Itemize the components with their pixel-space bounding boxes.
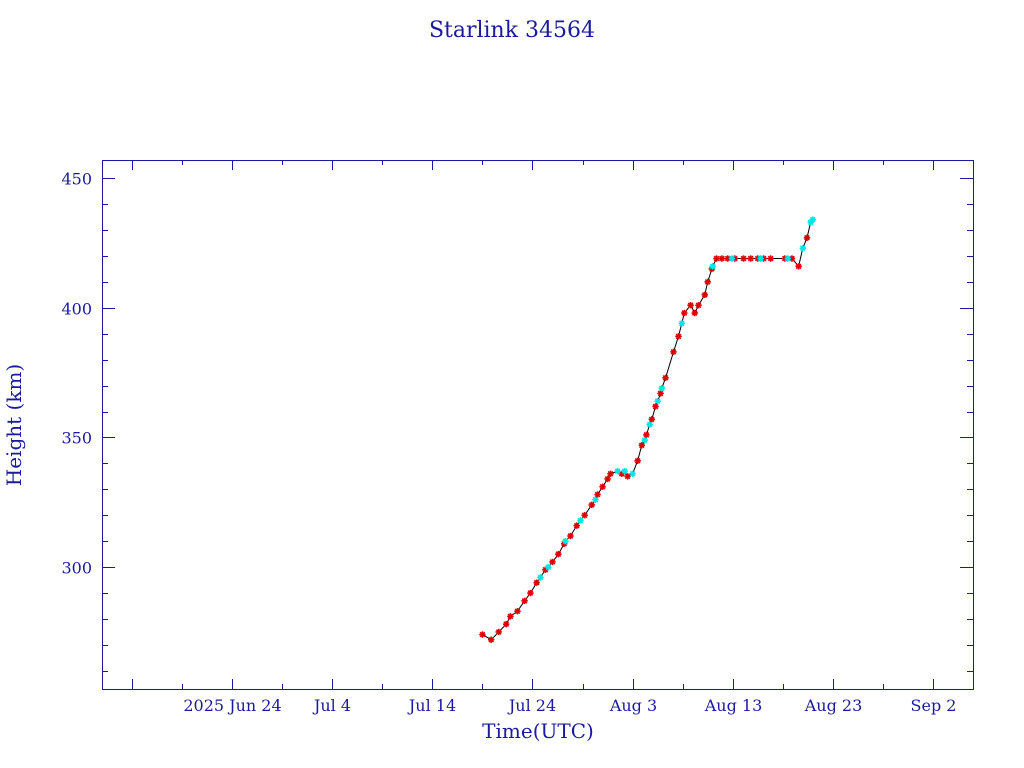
data-point-series-0-51 bbox=[803, 234, 811, 241]
data-point-series-1-19 bbox=[809, 216, 817, 223]
x-tick-label: Aug 23 bbox=[804, 696, 863, 715]
y-axis-label: Height (km) bbox=[2, 364, 26, 486]
data-point-series-1-12 bbox=[678, 320, 686, 327]
data-point-series-0-23 bbox=[634, 457, 641, 465]
data-point-series-1-14 bbox=[728, 255, 736, 262]
data-point-series-0-20 bbox=[607, 470, 614, 477]
x-tick-label: Jul 24 bbox=[507, 696, 556, 715]
data-point-series-1-11 bbox=[658, 384, 666, 392]
data-point-series-1-16 bbox=[784, 255, 791, 262]
data-point-series-0-6 bbox=[521, 597, 528, 605]
y-tick-label: 400 bbox=[61, 300, 92, 319]
x-tick-label: 2025 Jun 24 bbox=[183, 696, 281, 715]
data-point-series-0-1 bbox=[487, 636, 495, 643]
data-point-series-0-31 bbox=[675, 333, 682, 340]
data-point-series-1-2 bbox=[562, 537, 569, 545]
series-layer bbox=[479, 216, 817, 643]
data-point-series-0-47 bbox=[767, 255, 774, 262]
data-point-series-0-11 bbox=[555, 550, 562, 558]
data-point-series-1-4 bbox=[592, 496, 599, 503]
data-point-series-1-13 bbox=[709, 263, 716, 270]
data-point-series-1-17 bbox=[799, 244, 807, 252]
data-point-series-1-0 bbox=[537, 574, 544, 581]
data-point-series-0-19 bbox=[604, 475, 611, 483]
data-point-series-0-34 bbox=[691, 309, 698, 317]
data-point-series-0-2 bbox=[495, 628, 502, 636]
data-point-series-0-22 bbox=[624, 473, 631, 480]
data-point-series-0-18 bbox=[599, 483, 606, 490]
data-point-series-0-35 bbox=[695, 302, 702, 309]
data-point-series-0-44 bbox=[747, 255, 754, 262]
data-point-series-0-50 bbox=[795, 263, 802, 270]
data-point-series-0-43 bbox=[740, 255, 747, 262]
x-axis-label: Time(UTC) bbox=[482, 719, 594, 743]
data-point-series-1-6 bbox=[621, 467, 628, 475]
data-point-series-0-30 bbox=[670, 348, 677, 356]
x-tick-label: Jul 4 bbox=[312, 696, 351, 715]
data-point-series-0-26 bbox=[648, 416, 655, 423]
data-point-series-0-27 bbox=[652, 403, 659, 410]
data-point-series-0-8 bbox=[533, 579, 540, 586]
data-point-series-0-16 bbox=[588, 501, 595, 509]
data-point-series-0-28 bbox=[657, 390, 664, 397]
data-point-series-1-8 bbox=[641, 436, 648, 444]
data-point-series-0-15 bbox=[581, 512, 588, 519]
data-point-series-0-4 bbox=[507, 613, 514, 620]
x-tick-label: Aug 3 bbox=[609, 696, 657, 715]
data-point-series-1-5 bbox=[614, 467, 621, 475]
data-point-series-0-39 bbox=[713, 255, 720, 262]
chart-title: Starlink 34564 bbox=[429, 18, 595, 43]
axis-ticks bbox=[102, 160, 973, 689]
y-tick-label: 450 bbox=[61, 170, 92, 189]
data-point-series-0-24 bbox=[638, 442, 645, 449]
data-point-series-0-32 bbox=[681, 309, 688, 317]
data-point-series-0-0 bbox=[479, 631, 486, 638]
data-point-series-0-36 bbox=[701, 291, 708, 299]
data-point-series-0-40 bbox=[718, 255, 726, 262]
data-point-series-0-3 bbox=[503, 620, 510, 628]
data-point-series-0-5 bbox=[514, 608, 521, 615]
data-point-series-0-13 bbox=[567, 532, 574, 540]
data-point-series-0-14 bbox=[573, 522, 580, 529]
tick-labels: 2025 Jun 24 Jul 4 Jul 14 Jul 24 Aug 3 Aug 13 A… bbox=[61, 170, 956, 716]
x-tick-label: Jul 14 bbox=[407, 696, 456, 715]
data-point-series-1-3 bbox=[577, 517, 584, 524]
data-point-series-1-7 bbox=[629, 470, 636, 477]
data-point-series-0-37 bbox=[704, 278, 711, 286]
data-point-series-0-25 bbox=[643, 431, 650, 439]
data-point-series-0-29 bbox=[662, 374, 669, 382]
x-tick-label: Sep 2 bbox=[911, 696, 957, 715]
data-point-series-1-10 bbox=[654, 397, 661, 405]
series-line bbox=[482, 219, 814, 641]
data-point-series-1-15 bbox=[757, 255, 764, 262]
data-point-series-0-33 bbox=[687, 302, 694, 309]
x-tick-label: Aug 13 bbox=[704, 696, 763, 715]
data-point-series-1-9 bbox=[646, 421, 653, 428]
data-point-series-0-17 bbox=[594, 491, 601, 498]
y-tick-label: 300 bbox=[61, 559, 92, 578]
plot-frame bbox=[102, 160, 974, 690]
y-tick-label: 350 bbox=[61, 429, 92, 448]
data-point-series-0-7 bbox=[527, 589, 534, 597]
data-point-series-1-1 bbox=[545, 563, 552, 571]
data-point-series-0-10 bbox=[549, 558, 556, 566]
